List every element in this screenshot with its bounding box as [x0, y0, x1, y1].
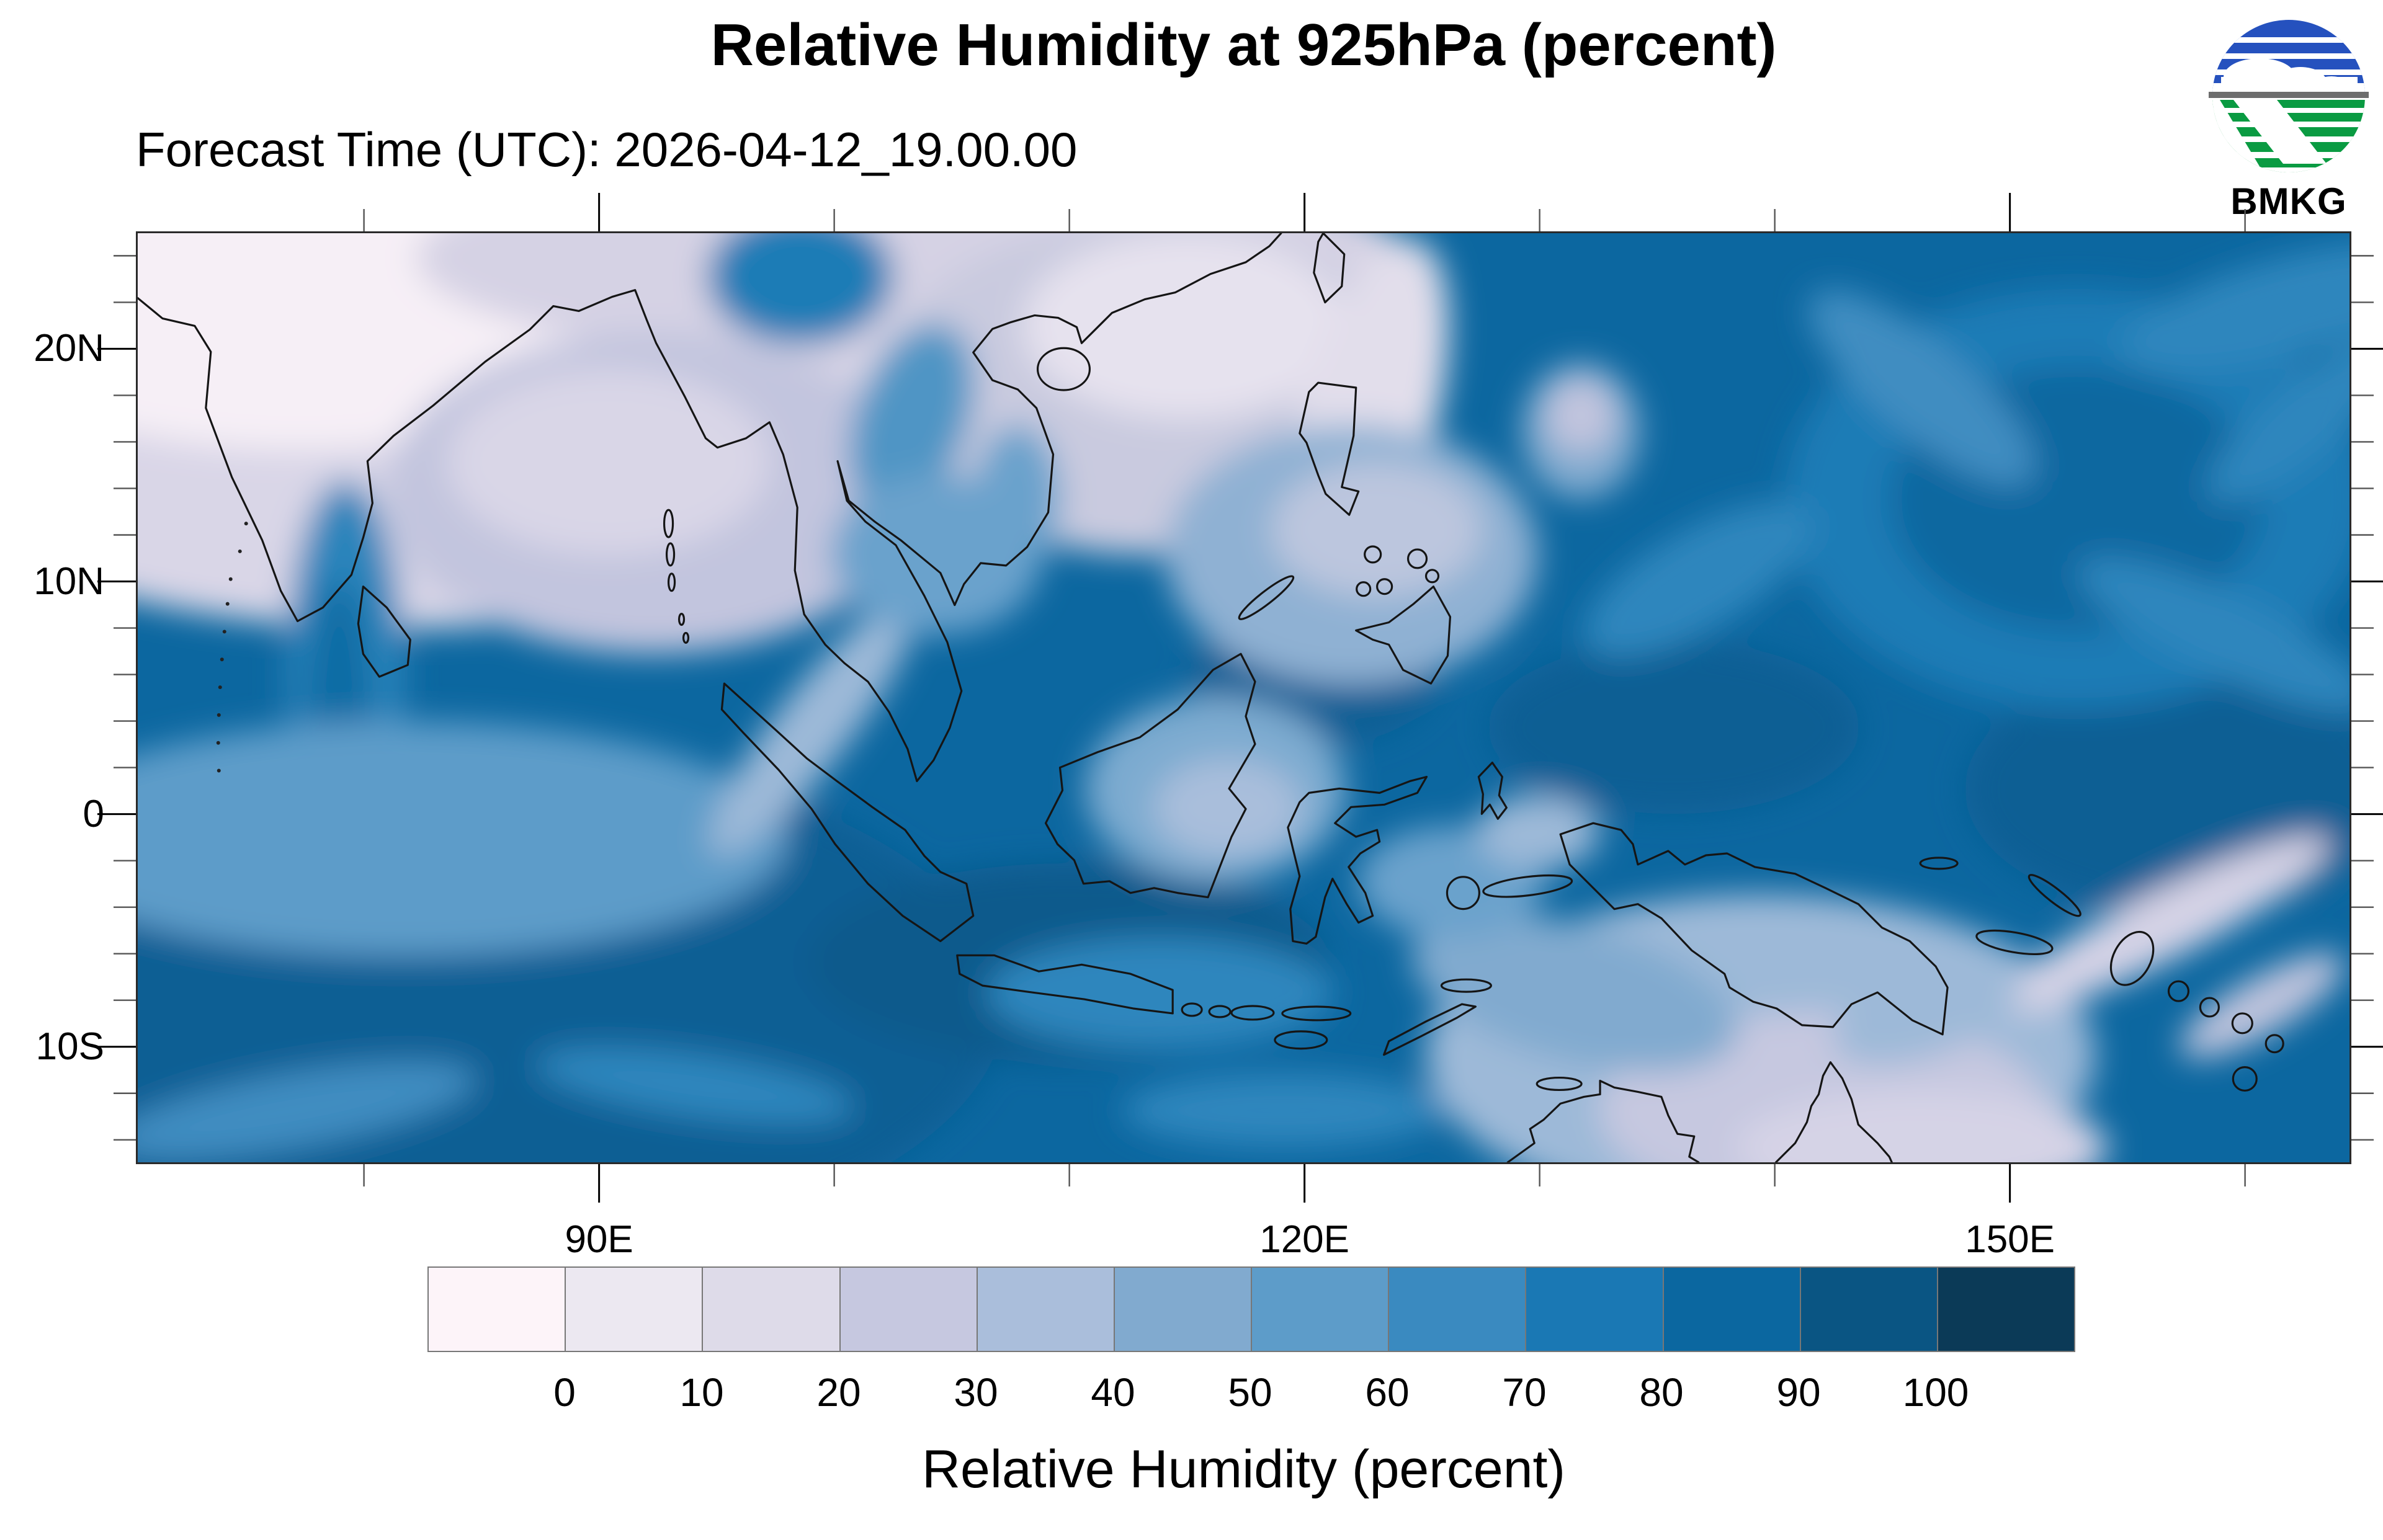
lon-tick-label: 150E	[1965, 1218, 2055, 1261]
humidity-field	[138, 233, 2349, 1162]
colorbar-cell	[1252, 1268, 1390, 1351]
colorbar-tick-label: 0	[553, 1370, 576, 1415]
colorbar-tick-label: 80	[1639, 1370, 1684, 1415]
colorbar-tick-label: 70	[1502, 1370, 1547, 1415]
colorbar-tick-label: 20	[816, 1370, 861, 1415]
page-title: Relative Humidity at 925hPa (percent)	[710, 12, 1777, 78]
bmkg-logo-icon	[2209, 20, 2369, 172]
colorbar-tick-label: 40	[1091, 1370, 1135, 1415]
colorbar-tick-label: 90	[1776, 1370, 1821, 1415]
colorbar-tick-label: 60	[1365, 1370, 1410, 1415]
colorbar-cell	[429, 1268, 566, 1351]
colorbar-tick-label: 10	[679, 1370, 724, 1415]
coastlines	[138, 233, 2284, 1162]
small-islands	[216, 522, 248, 773]
lat-tick-label: 0	[83, 792, 104, 835]
colorbar-cell	[1114, 1268, 1253, 1351]
bmkg-logo-label: BMKG	[2230, 180, 2347, 222]
colorbar-cell	[1800, 1268, 1938, 1351]
colorbar-tick-label: 50	[1228, 1370, 1272, 1415]
colorbar-cell	[1389, 1268, 1527, 1351]
forecast-time-label: Forecast Time (UTC): 2026-04-12_19.00.00	[136, 122, 1078, 177]
bmkg-logo: BMKG	[2209, 15, 2369, 222]
colorbar-title: Relative Humidity (percent)	[921, 1440, 1566, 1499]
colorbar-cell	[1663, 1268, 1801, 1351]
colorbar-cell	[840, 1268, 978, 1351]
lat-tick-label: 10N	[34, 559, 104, 603]
lat-tick-label: 20N	[34, 327, 104, 370]
colorbar-cell	[566, 1268, 704, 1351]
colorbar-tick-label: 30	[954, 1370, 998, 1415]
lon-tick-label: 90E	[565, 1218, 633, 1261]
colorbar-cell	[703, 1268, 841, 1351]
map-panel	[136, 231, 2351, 1164]
colorbar-cell	[977, 1268, 1115, 1351]
colorbar-cell	[1938, 1268, 2075, 1351]
colorbar	[427, 1266, 2075, 1352]
lon-tick-label: 120E	[1259, 1218, 1350, 1261]
colorbar-tick-label: 100	[1902, 1370, 1969, 1415]
lat-tick-label: 10S	[35, 1025, 104, 1068]
colorbar-cell	[1526, 1268, 1664, 1351]
